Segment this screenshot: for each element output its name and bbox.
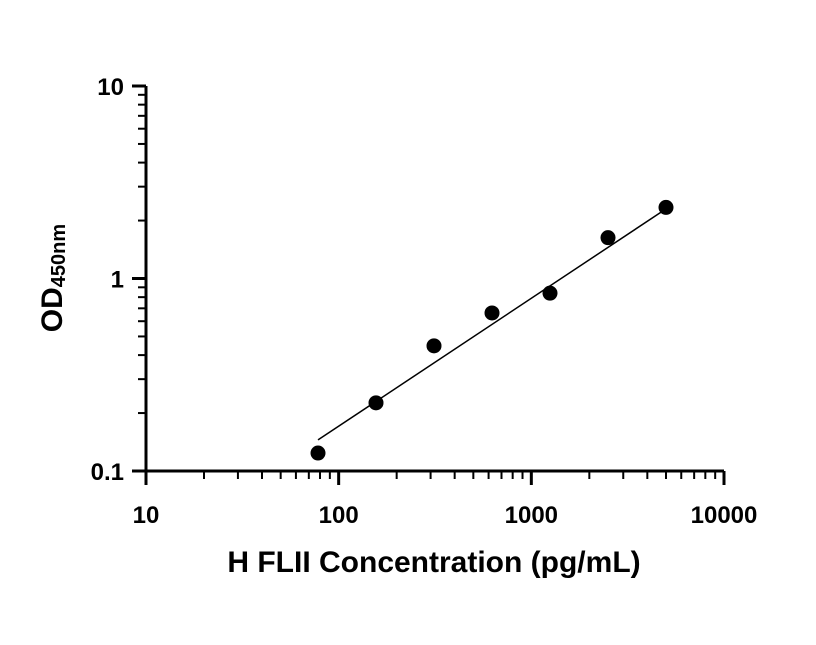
y-tick-label: 0.1 [91, 459, 124, 486]
data-points [310, 199, 674, 461]
y-ticks: 0.1 1 10 [91, 74, 146, 486]
data-point [368, 395, 384, 411]
x-tick-label: 10000 [691, 502, 758, 529]
data-point [310, 445, 326, 461]
x-tick-label: 10 [133, 502, 160, 529]
axes: 10 100 1000 10000 0.1 1 10 [91, 74, 758, 529]
data-point [542, 285, 558, 301]
y-axis-title: OD450nm [36, 224, 70, 332]
y-axis-title-subscript: 450nm [48, 224, 70, 287]
x-tick-label: 100 [319, 502, 359, 529]
x-axis-title: H FLII Concentration (pg/mL) [227, 546, 640, 579]
y-tick-label: 10 [97, 74, 124, 101]
data-point [658, 199, 674, 215]
y-tick-label: 1 [111, 267, 124, 294]
data-point [426, 338, 442, 354]
x-tick-label: 1000 [505, 502, 558, 529]
data-point [484, 305, 500, 321]
data-point [600, 230, 616, 246]
x-ticks: 10 100 1000 10000 [133, 471, 758, 529]
y-axis-title-main: OD [36, 287, 69, 332]
